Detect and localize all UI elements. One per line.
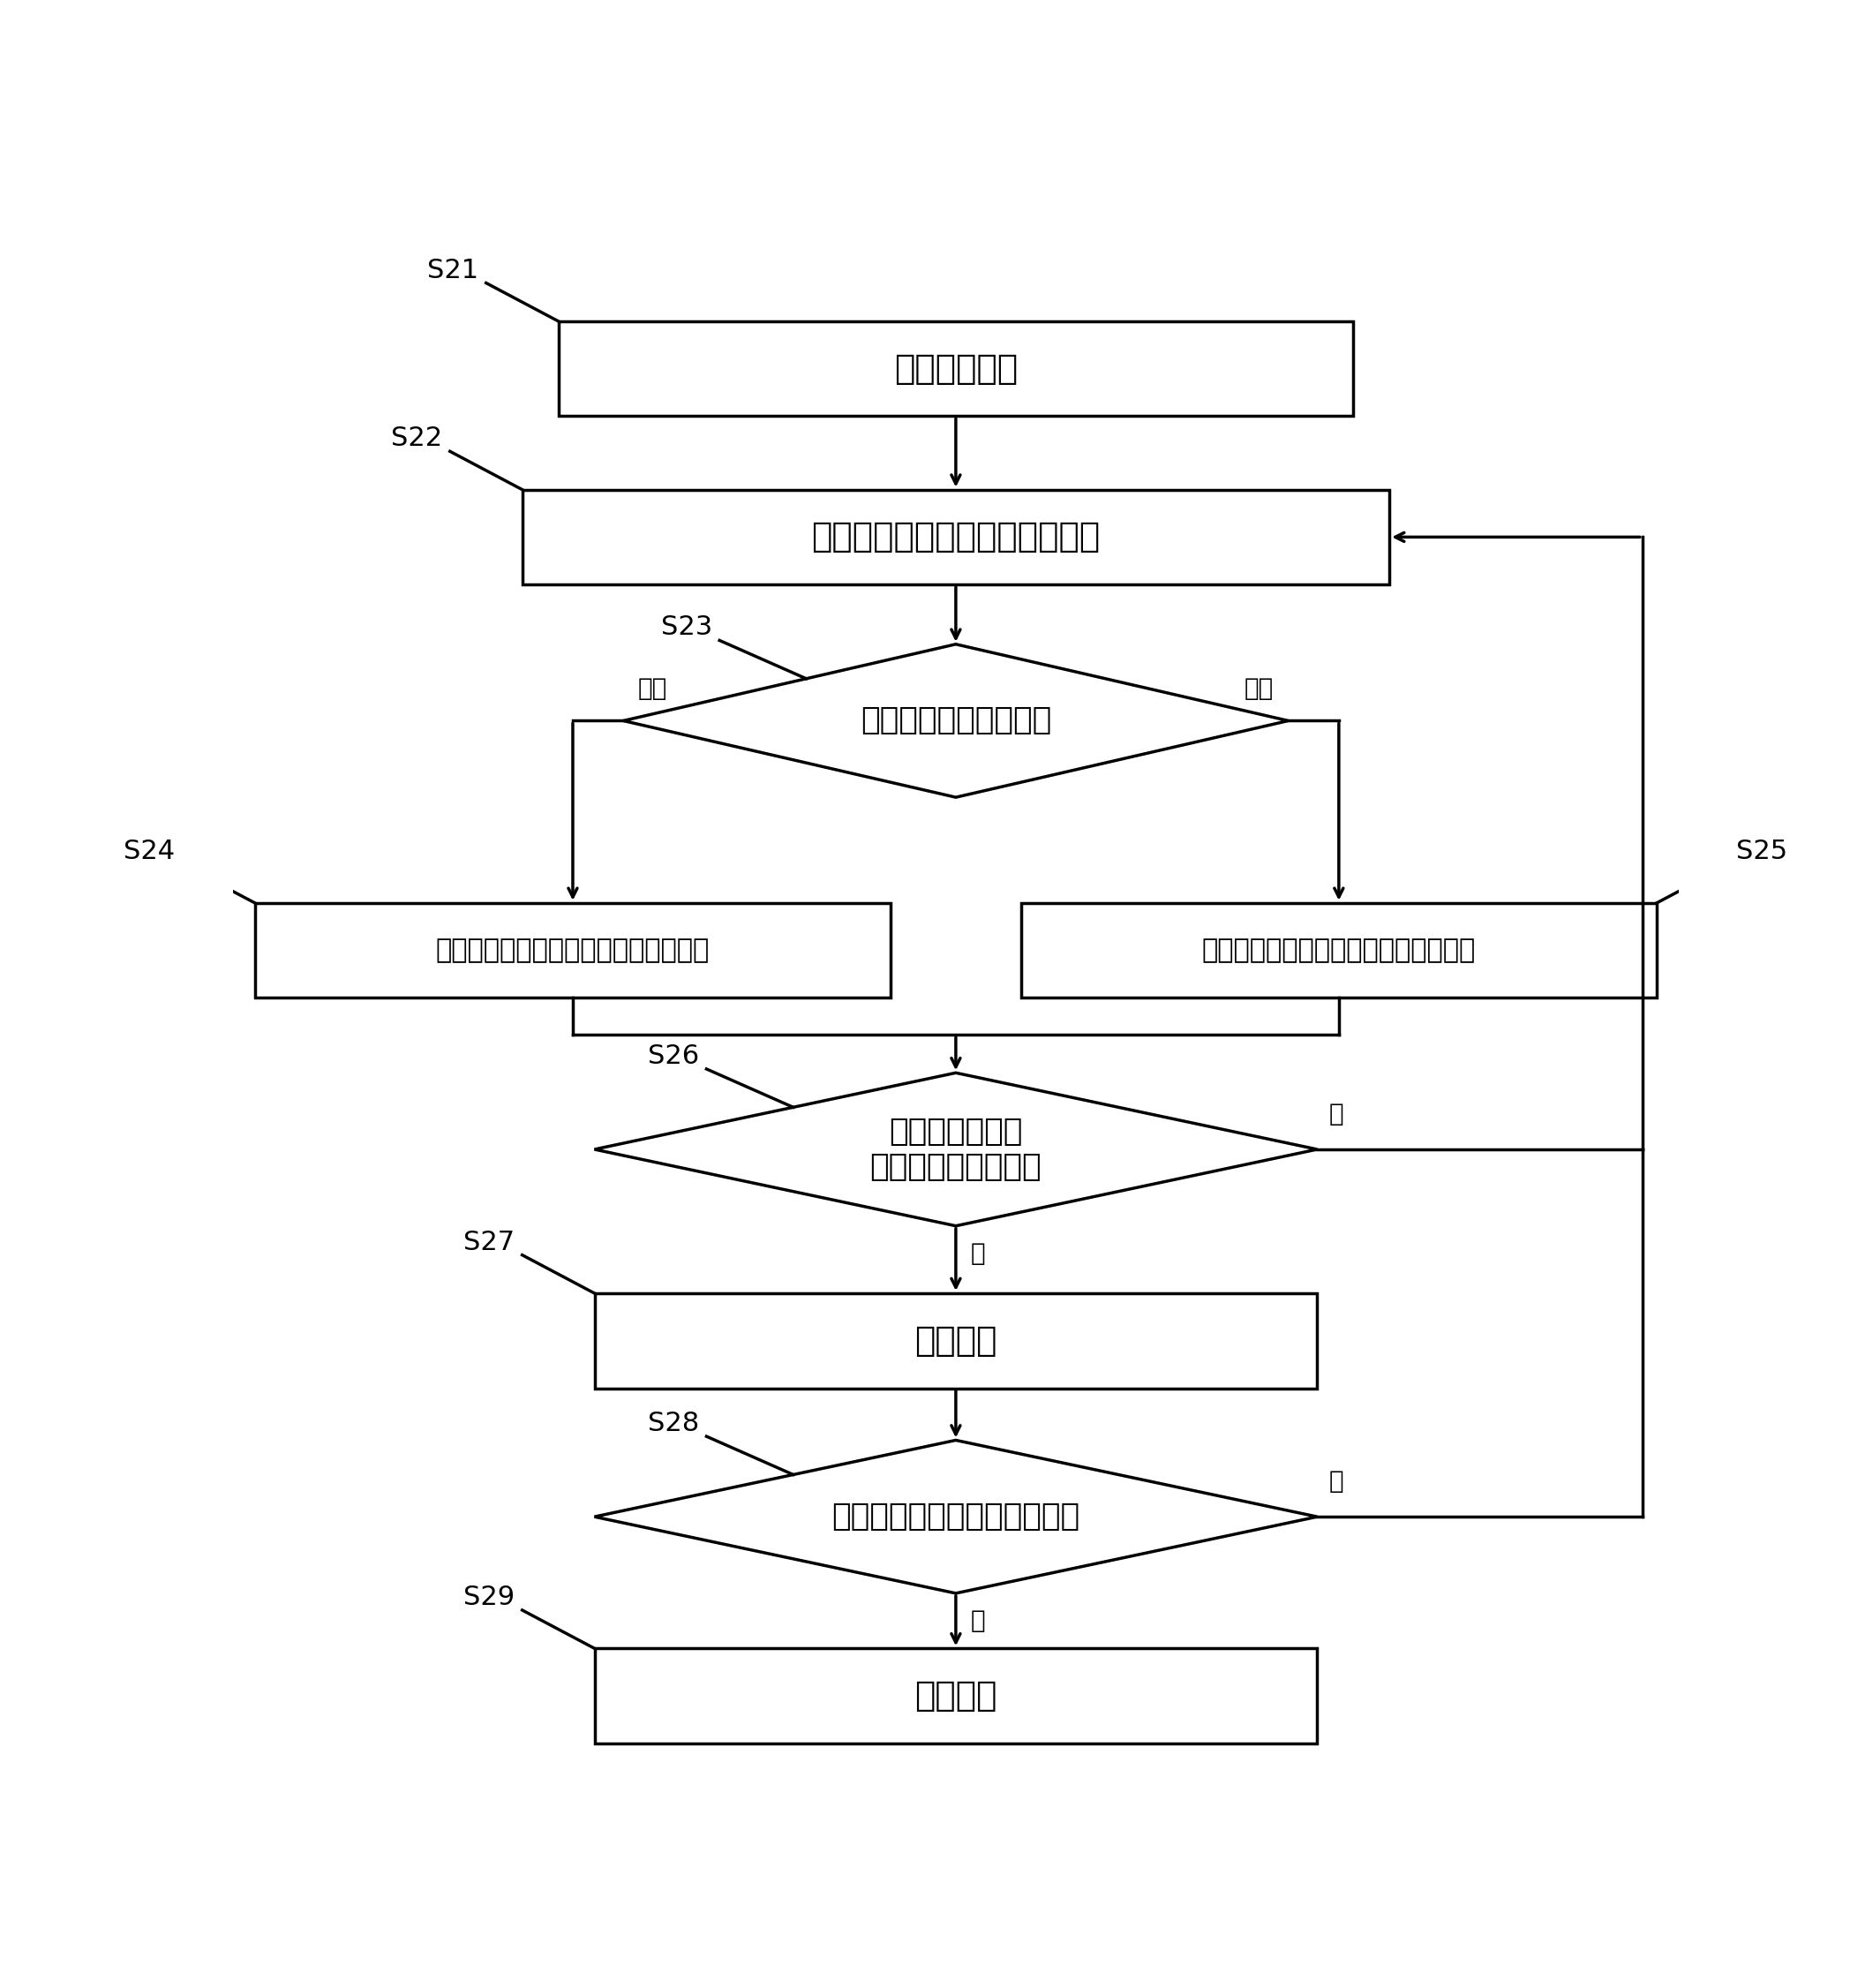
- Text: 否: 否: [1328, 1101, 1343, 1127]
- Text: 使用二维图形数据校准二维光唣胶模型: 使用二维图形数据校准二维光唣胶模型: [1201, 938, 1475, 962]
- Polygon shape: [623, 644, 1289, 797]
- Text: S24: S24: [123, 839, 175, 865]
- Text: 模型输出: 模型输出: [914, 1680, 998, 1712]
- Polygon shape: [595, 1439, 1317, 1592]
- Text: S21: S21: [427, 256, 479, 282]
- FancyBboxPatch shape: [595, 1294, 1317, 1388]
- Text: S28: S28: [647, 1411, 699, 1437]
- Text: 一维图形还是二维图形: 一维图形还是二维图形: [860, 706, 1052, 736]
- Text: S26: S26: [647, 1044, 699, 1070]
- Text: 是: 是: [970, 1608, 985, 1634]
- FancyBboxPatch shape: [595, 1648, 1317, 1743]
- Text: S29: S29: [464, 1584, 515, 1610]
- FancyBboxPatch shape: [256, 903, 891, 998]
- FancyBboxPatch shape: [522, 489, 1389, 584]
- Text: 使用一维图形数据校准光学模型: 使用一维图形数据校准光学模型: [811, 521, 1100, 555]
- Text: 验证结果是否在允许范围以内: 验证结果是否在允许范围以内: [832, 1501, 1080, 1531]
- Text: 校准数据量测: 校准数据量测: [893, 352, 1018, 386]
- Text: 一维: 一维: [638, 676, 668, 702]
- Polygon shape: [595, 1074, 1317, 1227]
- Text: 二维: 二维: [1244, 676, 1274, 702]
- Text: 是: 是: [970, 1241, 985, 1266]
- Text: 否: 否: [1328, 1469, 1343, 1493]
- FancyBboxPatch shape: [1020, 903, 1656, 998]
- Text: S25: S25: [1736, 839, 1789, 865]
- Text: S22: S22: [392, 425, 442, 451]
- Text: S27: S27: [464, 1229, 515, 1254]
- Text: 使用一维图形数据校准一维光唣胶模型: 使用一维图形数据校准一维光唣胶模型: [436, 938, 711, 962]
- FancyBboxPatch shape: [558, 322, 1354, 415]
- Text: S23: S23: [660, 614, 712, 640]
- Text: 模型验证: 模型验证: [914, 1324, 998, 1358]
- Text: 采样点仗真误差
是否在允许范围以内: 采样点仗真误差 是否在允许范围以内: [869, 1117, 1043, 1181]
